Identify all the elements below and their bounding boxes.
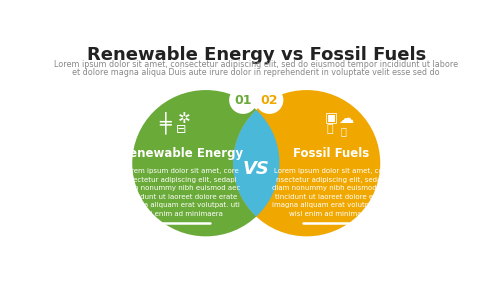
Text: ✲: ✲ [178, 111, 190, 126]
Text: ☁: ☁ [338, 111, 353, 126]
Text: Lorem ipsum dolor sit amet, core
nsectetur adipiscing elit, sedapi
diam nonummy : Lorem ipsum dolor sit amet, core nsectet… [272, 168, 391, 217]
Text: ⬛: ⬛ [341, 126, 347, 136]
Text: 01: 01 [234, 94, 252, 107]
Text: ╪: ╪ [160, 112, 172, 135]
Circle shape [132, 90, 280, 236]
Text: Fossil Fuels: Fossil Fuels [294, 147, 370, 160]
Polygon shape [233, 110, 280, 217]
Text: ▣: ▣ [325, 110, 338, 124]
Text: 02: 02 [260, 94, 278, 107]
Text: Lorem ipsum dolor sit amet, core
nsectetur adipiscing elit, sedapi
diam nonummy : Lorem ipsum dolor sit amet, core nsectet… [122, 168, 240, 217]
Text: VS: VS [243, 160, 270, 178]
Text: et dolore magna aliqua Duis aute irure dolor in reprehenderit in voluptate velit: et dolore magna aliqua Duis aute irure d… [72, 68, 440, 77]
Text: Lorem ipsum dolor sit amet, consectetur adipiscing elit, sed do eiusmod tempor i: Lorem ipsum dolor sit amet, consectetur … [54, 60, 458, 69]
Circle shape [229, 86, 257, 114]
Circle shape [256, 86, 283, 114]
Text: 🔥: 🔥 [326, 124, 333, 134]
Text: Renewable Energy vs Fossil Fuels: Renewable Energy vs Fossil Fuels [86, 46, 426, 64]
Text: ⊟: ⊟ [176, 123, 186, 136]
Text: Renewable Energy: Renewable Energy [120, 147, 242, 160]
Circle shape [233, 90, 380, 236]
